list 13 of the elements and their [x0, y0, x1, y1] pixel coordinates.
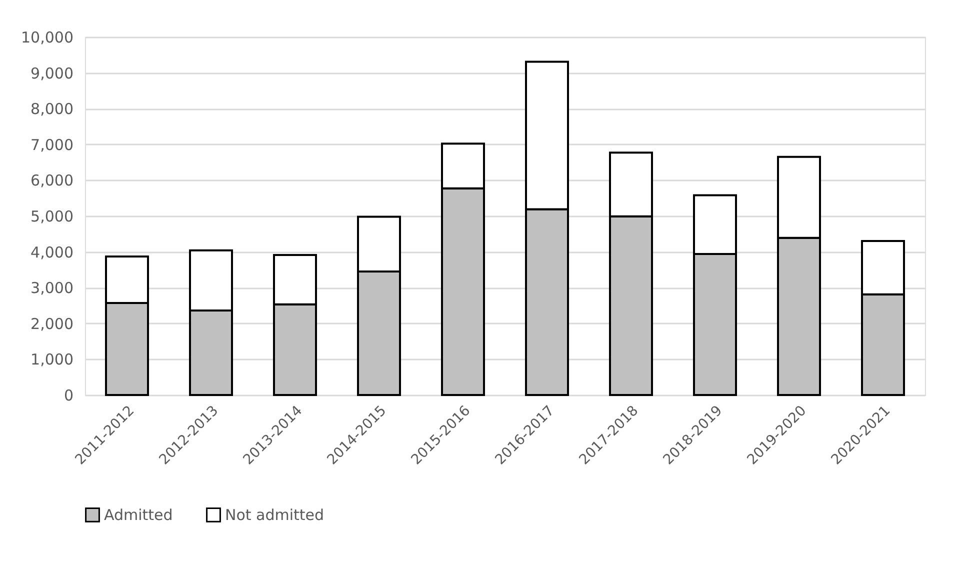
y-tick-label: 6,000 [30, 172, 74, 190]
y-tick-label: 1,000 [30, 350, 74, 369]
y-tick-label: 0 [64, 386, 74, 404]
y-tick-label: 10,000 [21, 28, 74, 46]
legend-label: Admitted [104, 506, 173, 524]
y-tick-label: 7,000 [30, 136, 74, 154]
y-tick-label: 4,000 [30, 243, 74, 262]
y-tick-label: 5,000 [30, 208, 74, 226]
y-tick-label: 9,000 [30, 64, 74, 82]
legend-label: Not admitted [225, 506, 324, 524]
y-tick-label: 8,000 [30, 100, 74, 118]
y-tick-label: 3,000 [30, 279, 74, 298]
y-tick-label: 2,000 [30, 314, 74, 333]
